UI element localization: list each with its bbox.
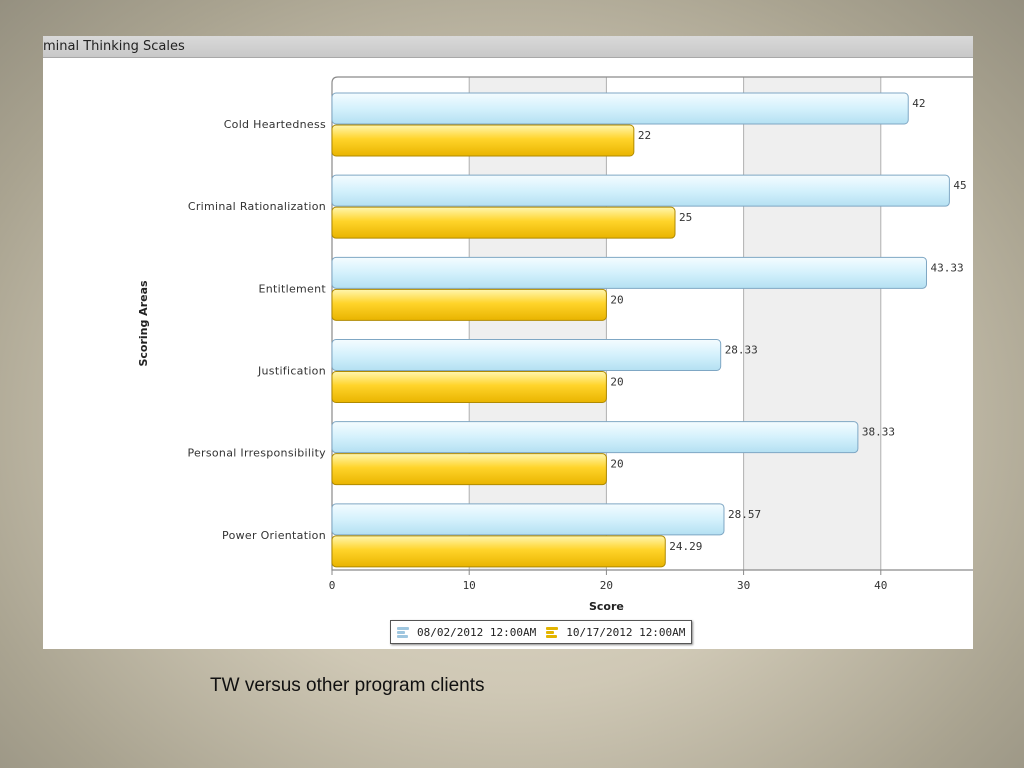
plot-band [469, 77, 607, 570]
category-label: Justification [257, 365, 326, 378]
bar-series-2[interactable] [331, 124, 635, 157]
bar-series-2[interactable] [331, 206, 676, 239]
data-label-series-1: 42 [912, 97, 925, 110]
bar-series-2[interactable] [331, 453, 607, 486]
x-tick-label: 0 [329, 579, 336, 592]
panel-title: minal Thinking Scales [43, 39, 185, 54]
bars: 42 22 45 25 43.33 20 28.33 20 38.33 20 28.57 24.29 [331, 92, 967, 568]
chart-legend[interactable]: 08/02/2012 12:00AM 10/17/2012 12:00AM [390, 620, 693, 644]
plot-frame [331, 76, 973, 571]
x-tick-label: 20 [600, 579, 613, 592]
y-axis-title: Scoring Areas [137, 280, 150, 367]
data-label-series-1: 28.57 [728, 508, 761, 521]
panel-header: minal Thinking Scales [43, 36, 973, 58]
data-label-series-2: 24.29 [669, 540, 702, 553]
yellow-bars-icon [546, 626, 560, 638]
gridlines [331, 76, 973, 575]
data-label-series-2: 20 [610, 293, 623, 306]
x-tick-label: 30 [737, 579, 750, 592]
category-label: Personal Irresponsibility [187, 447, 326, 460]
data-label-series-1: 45 [953, 179, 966, 192]
blue-bars-icon [397, 626, 411, 638]
data-label-series-1: 38.33 [862, 426, 895, 439]
chart-panel: minal Thinking Scales 42 22 45 25 43.33 20 28.… [43, 36, 973, 649]
bar-series-1[interactable] [331, 421, 859, 454]
data-label-series-2: 20 [610, 376, 623, 389]
category-labels: Cold Heartedness Criminal Rationalization… [187, 118, 326, 542]
data-label-series-2: 25 [679, 211, 692, 224]
plot-bands [469, 77, 881, 570]
bar-series-1[interactable] [331, 339, 722, 371]
slide-caption: TW versus other program clients [210, 675, 485, 696]
bar-series-2[interactable] [331, 371, 607, 403]
data-label-series-2: 22 [638, 129, 651, 142]
category-label: Criminal Rationalization [188, 200, 326, 213]
bar-series-1[interactable] [331, 503, 725, 536]
x-tick-label: 40 [874, 579, 887, 592]
data-label-series-1: 43.33 [930, 261, 963, 274]
bar-chart: 4222452543.332028.332038.332028.5724.29 … [137, 76, 973, 613]
category-label: Entitlement [259, 282, 327, 295]
data-label-series-2: 20 [610, 458, 623, 471]
category-label: Cold Heartedness [224, 118, 326, 131]
category-label: Power Orientation [222, 529, 326, 542]
legend-label-series-1: 08/02/2012 12:00AM [417, 625, 537, 639]
data-label-series-1: 28.33 [725, 344, 758, 357]
x-axis-title: Score [589, 600, 624, 613]
bar-series-2[interactable] [331, 288, 607, 321]
x-tick-labels: 0 10 20 30 40 [329, 579, 888, 592]
plot-band [743, 77, 881, 570]
bar-series-1[interactable] [331, 256, 927, 289]
bar-series-2[interactable] [331, 535, 666, 568]
bar-series-1[interactable] [331, 92, 909, 125]
legend-label-series-2: 10/17/2012 12:00AM [566, 625, 686, 639]
x-tick-label: 10 [463, 579, 476, 592]
bar-series-1[interactable] [331, 174, 950, 207]
